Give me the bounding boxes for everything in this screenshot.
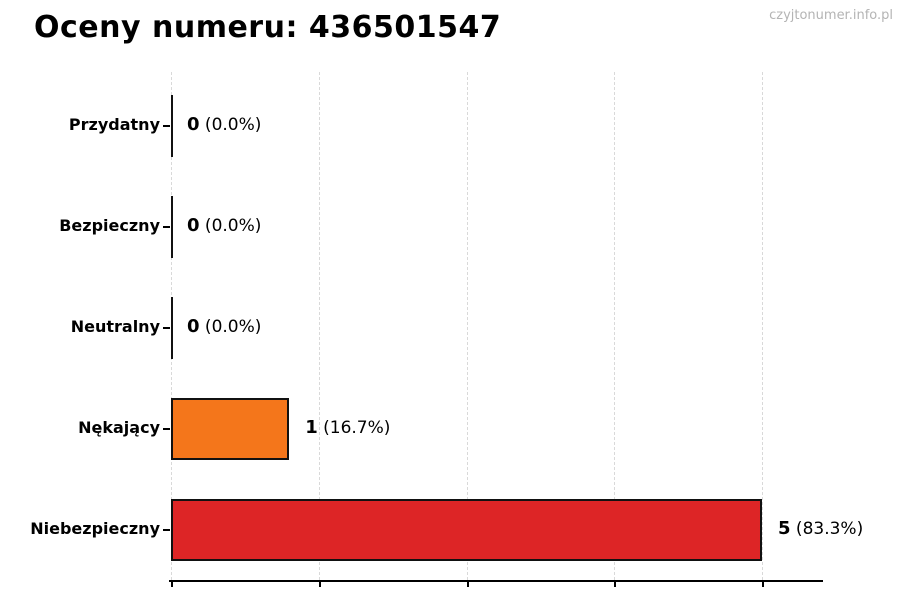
- bar-category-2: [171, 196, 173, 259]
- bar-category-4: [171, 397, 290, 460]
- value-percent: (83.3%): [790, 518, 864, 539]
- value-label-category-3: 0 (0.0%): [187, 316, 261, 337]
- category-label-category-1: Przydatny: [68, 115, 160, 135]
- x-axis-tick: [318, 582, 321, 587]
- gridline: [466, 72, 468, 580]
- gridline: [318, 72, 320, 580]
- value-label-category-5: 5 (83.3%): [778, 518, 863, 539]
- category-label-category-3: Neutralny: [70, 317, 160, 336]
- watermark-text: czyjtonumer.info.pl: [769, 8, 893, 23]
- chart-title: Oceny numeru: 436501547: [34, 10, 502, 45]
- value-count: 1: [305, 416, 318, 438]
- x-axis-line: [169, 580, 823, 582]
- value-label-category-2: 0 (0.0%): [187, 215, 261, 236]
- y-axis-tick: [163, 327, 170, 329]
- x-axis-tick: [171, 582, 173, 587]
- value-percent: (16.7%): [317, 417, 391, 438]
- category-label-category-4: Nękający: [78, 417, 160, 437]
- value-label-category-4: 1 (16.7%): [305, 417, 390, 438]
- value-percent: (0.0%): [199, 115, 262, 136]
- x-axis-tick: [466, 582, 469, 587]
- gridline: [762, 72, 763, 580]
- x-axis-tick: [762, 582, 764, 587]
- x-axis-tick: [614, 582, 617, 587]
- category-label-category-5: Niebezpieczny: [30, 518, 160, 538]
- category-label-category-2: Bezpieczny: [59, 216, 160, 236]
- value-count: 0: [187, 316, 200, 337]
- y-axis-tick: [163, 427, 170, 430]
- value-percent: (0.0%): [199, 216, 262, 237]
- value-count: 0: [187, 215, 200, 237]
- value-label-category-1: 0 (0.0%): [187, 114, 261, 135]
- bar-category-5: [171, 498, 762, 561]
- y-axis-tick: [163, 125, 170, 128]
- value-percent: (0.0%): [199, 317, 262, 337]
- bar-category-3: [171, 297, 173, 359]
- bar-category-1: [171, 95, 173, 158]
- y-axis-tick: [163, 226, 170, 229]
- value-count: 0: [187, 114, 200, 136]
- gridline: [614, 72, 616, 580]
- y-axis-tick: [163, 528, 170, 531]
- value-count: 5: [778, 517, 791, 539]
